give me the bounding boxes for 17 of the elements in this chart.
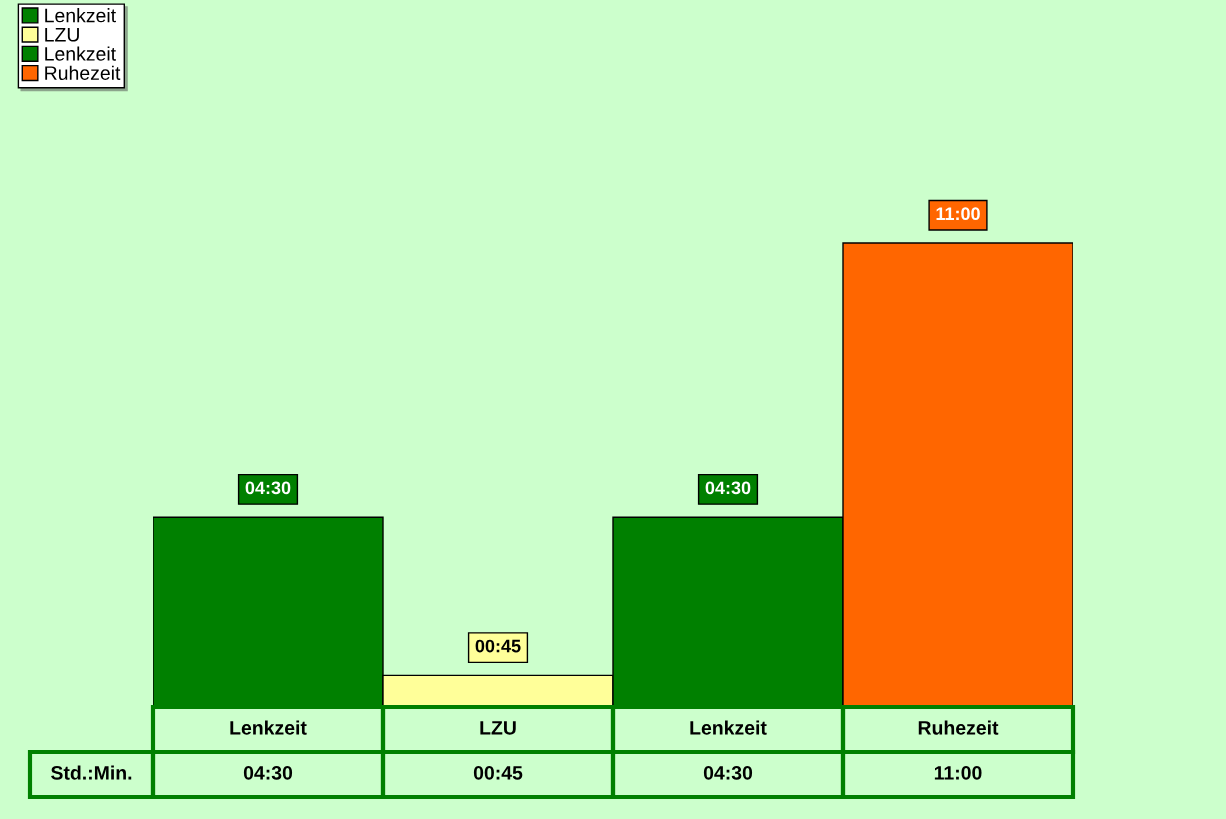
x-tick-label: Lenkzeit (690, 720, 767, 735)
x-tick-label: Lenkzeit (230, 720, 307, 735)
data-label: 11:00 (936, 207, 980, 221)
legend-label: Ruhezeit (45, 65, 121, 80)
x-tick-label: LZU (480, 721, 516, 735)
legend-label: LZU (45, 28, 79, 42)
text: Std.:Min. (51, 765, 132, 780)
text: 00:45 (473, 765, 523, 780)
data-label: 00:45 (475, 639, 521, 653)
legend-label: Lenkzeit (45, 8, 116, 23)
text: 11:00 (934, 765, 982, 780)
legend-label: Lenkzeit (45, 46, 116, 61)
x-tick-label: Ruhezeit (918, 720, 999, 735)
text: 04:30 (243, 765, 293, 780)
text: 04:30 (703, 765, 753, 780)
data-label: 04:30 (245, 481, 291, 495)
data-label: 04:30 (705, 481, 751, 495)
